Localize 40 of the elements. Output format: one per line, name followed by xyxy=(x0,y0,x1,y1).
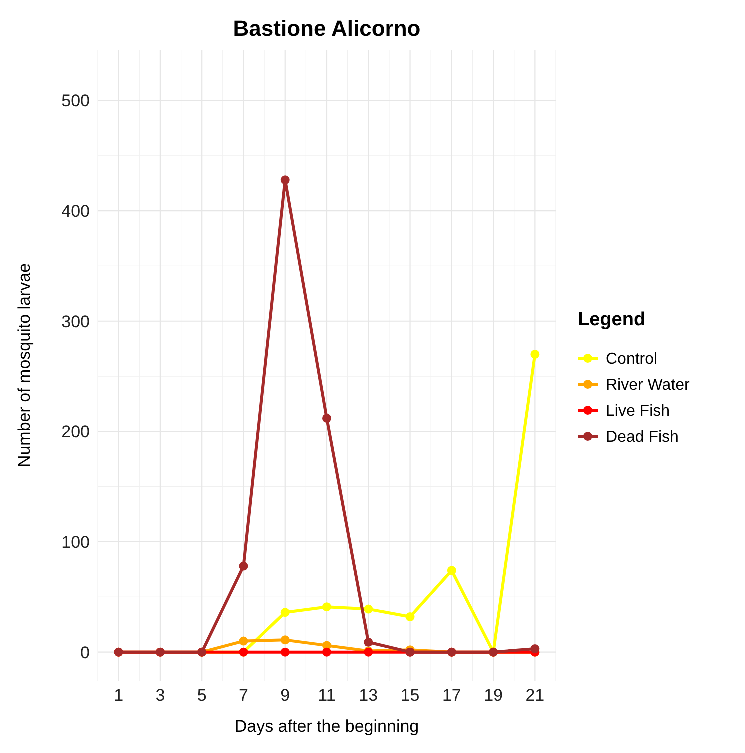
x-tick-label: 19 xyxy=(484,686,504,705)
x-tick-label: 1 xyxy=(114,686,124,705)
point xyxy=(280,648,290,657)
point xyxy=(406,612,415,622)
legend-label: Control xyxy=(606,351,658,368)
point xyxy=(530,350,540,359)
point xyxy=(280,636,290,645)
y-tick-label: 200 xyxy=(62,422,90,442)
point xyxy=(239,636,248,646)
point xyxy=(364,638,374,647)
legend-label: River Water xyxy=(606,377,691,394)
y-tick-label: 400 xyxy=(62,202,90,222)
legend-title: Legend xyxy=(578,310,646,330)
legend-label: Live Fish xyxy=(606,403,670,420)
x-tick-label: 17 xyxy=(442,686,462,705)
point xyxy=(322,414,332,423)
legend-label: Dead Fish xyxy=(606,429,679,446)
x-tick-label: 13 xyxy=(359,686,378,705)
x-axis-title: Days after the beginning xyxy=(234,717,420,736)
point xyxy=(322,602,332,612)
x-tick-label: 7 xyxy=(238,686,248,705)
x-tick-label: 21 xyxy=(526,686,545,705)
point xyxy=(322,648,332,657)
chart-title: Bastione Alicorno xyxy=(233,16,421,41)
y-tick-label: 500 xyxy=(62,92,90,111)
y-axis-title: Number of mosquito larvae xyxy=(15,263,34,468)
x-tick-label: 15 xyxy=(400,686,420,705)
y-tick-label: 0 xyxy=(80,643,90,662)
point xyxy=(447,566,456,576)
x-tick-label: 5 xyxy=(197,686,207,705)
y-tick-label: 300 xyxy=(62,312,90,332)
y-tick-label: 100 xyxy=(62,532,90,552)
x-tick-label: 9 xyxy=(280,686,290,705)
point xyxy=(280,176,290,185)
point xyxy=(530,644,540,654)
point xyxy=(239,562,248,571)
x-tick-label: 11 xyxy=(318,686,336,705)
point xyxy=(280,608,290,618)
point xyxy=(364,604,374,614)
x-tick-label: 3 xyxy=(156,686,166,705)
